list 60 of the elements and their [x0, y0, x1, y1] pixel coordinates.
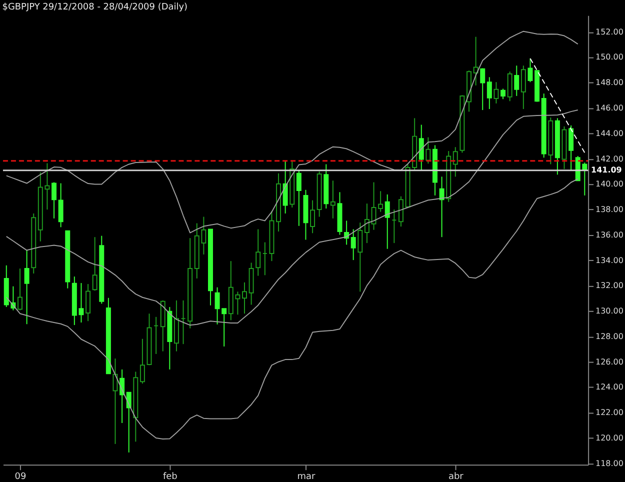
y-tick-label: 150.00: [596, 52, 624, 62]
candlestick: [398, 196, 404, 228]
candlestick: [18, 268, 22, 311]
candlestick: [112, 358, 118, 444]
candlestick: [486, 76, 492, 110]
y-tick-label: 132.00: [596, 281, 624, 290]
y-tick-label: 118.00: [596, 458, 624, 468]
y-tick-label: 148.00: [596, 78, 624, 88]
ref-line-label: 141.09: [591, 165, 622, 174]
candlestick: [494, 82, 499, 104]
y-tick-label: 128.00: [596, 332, 624, 341]
candlestick: [520, 65, 526, 110]
candlestick: [384, 194, 390, 250]
y-tick-label: 124.00: [596, 382, 624, 392]
candlestick: [282, 160, 288, 214]
y-tick-label: 120.00: [596, 433, 624, 442]
y-tick-label: 152.00: [596, 27, 624, 36]
candlestick: [242, 282, 247, 314]
y-tick-label: 122.00: [596, 408, 624, 418]
candlestick: [296, 170, 302, 226]
candlestick: [480, 68, 486, 111]
y-tick-label: 126.00: [596, 357, 624, 366]
candlestick: [256, 228, 261, 276]
candlestick: [52, 182, 57, 219]
candlestick: [358, 222, 363, 292]
candlestick: [350, 228, 356, 261]
candlestick: [514, 65, 520, 96]
candlestick: [330, 180, 336, 219]
y-tick-label: 130.00: [596, 306, 624, 316]
y-tick-label: 138.00: [596, 205, 624, 214]
candlestick: [126, 392, 132, 453]
candlestick: [24, 250, 30, 325]
y-tick-label: 134.00: [596, 256, 624, 265]
candlestick: [426, 136, 431, 164]
candlestick: [58, 182, 64, 228]
y-tick-label: 142.00: [596, 154, 624, 164]
candlestick: [500, 88, 506, 100]
y-tick-label: 136.00: [596, 230, 624, 240]
candlestick: [92, 236, 98, 292]
x-tick-label: feb: [162, 472, 178, 482]
line-series: [6, 30, 578, 234]
x-tick-label: 09: [14, 472, 26, 482]
candlestick: [439, 176, 444, 238]
y-tick-label: 146.00: [596, 104, 624, 113]
candlestick: [507, 71, 512, 102]
line-series: [530, 58, 586, 154]
candlestick: [452, 146, 458, 178]
candlestick: [568, 124, 574, 171]
candlestick: [528, 58, 533, 83]
candlestick: [418, 124, 424, 172]
chart-title: $GBPJPY 29/12/2008 - 28/04/2009 (Daily): [2, 2, 188, 12]
x-tick-label: abr: [448, 472, 464, 482]
line-series: [6, 110, 578, 326]
candlestick: [140, 338, 145, 384]
x-tick-label: mar: [297, 472, 316, 482]
candlestick: [86, 284, 91, 322]
y-tick-label: 144.00: [596, 128, 624, 138]
candlestick: [310, 200, 316, 234]
candlestick: [364, 203, 370, 244]
y-tick-label: 140.00: [596, 180, 624, 189]
